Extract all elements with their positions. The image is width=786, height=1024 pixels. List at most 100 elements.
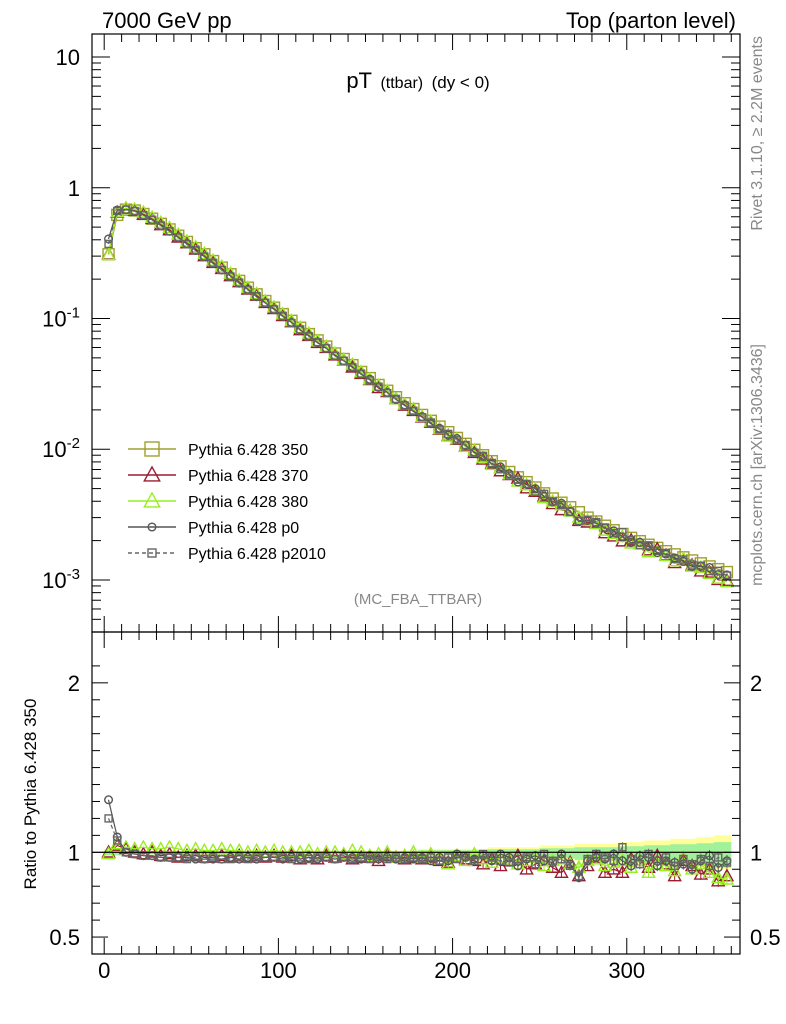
main-point-4-47 xyxy=(513,475,523,484)
main-y-tick-label: 10 xyxy=(56,45,80,70)
ratio-point-4-33 xyxy=(391,853,401,862)
ratio-point-4-42 xyxy=(470,856,479,865)
ratio-point-4-65 xyxy=(670,861,679,871)
main-point-4-45 xyxy=(496,465,505,474)
main-point-4-2 xyxy=(121,205,131,214)
ratio-point-4-13 xyxy=(217,854,226,864)
ratio-point-4-46 xyxy=(504,858,514,867)
title-sub: (ttbar) xyxy=(380,75,423,92)
main-series-line-4 xyxy=(107,209,728,577)
main-point-4-55 xyxy=(583,515,592,525)
main-y-tick-label: 10-3 xyxy=(42,566,80,593)
main-point-4-23 xyxy=(304,332,314,341)
ratio-point-2-65 xyxy=(667,863,682,877)
ratio-point-2-60 xyxy=(623,859,639,873)
ratio-y-tick-label-right: 1 xyxy=(750,840,762,865)
ratio-point-4-7 xyxy=(165,853,174,862)
ratio-point-3-0 xyxy=(104,795,114,805)
legend-label-0: Pythia 6.428 350 xyxy=(188,442,308,459)
main-point-4-4 xyxy=(139,210,148,220)
ratio-point-4-51 xyxy=(548,856,557,865)
main-point-4-43 xyxy=(478,451,488,460)
ratio-point-4-44 xyxy=(487,853,496,862)
ratio-point-4-20 xyxy=(278,853,287,862)
ratio-point-4-3 xyxy=(130,849,139,859)
mcplots-side-label: mcplots.cern.ch [arXiv:1306.3436] xyxy=(749,344,766,586)
main-point-4-64 xyxy=(661,548,671,558)
title-main: pT xyxy=(346,68,372,93)
main-y-tick-label-base: 10 xyxy=(42,306,66,331)
title-cond: (dy < 0) xyxy=(432,73,490,92)
main-point-4-21 xyxy=(287,318,296,328)
ratio-point-4-35 xyxy=(409,853,418,862)
main-point-4-18 xyxy=(261,298,270,307)
main-point-4-56 xyxy=(592,517,601,527)
main-point-4-62 xyxy=(644,541,653,550)
main-point-4-24 xyxy=(313,337,322,347)
ratio-point-4-11 xyxy=(200,854,209,864)
ratio-point-4-15 xyxy=(234,853,244,862)
ratio-point-4-70 xyxy=(714,853,723,862)
ratio-point-4-32 xyxy=(383,854,392,864)
main-point-4-34 xyxy=(400,401,409,410)
main-point-4-10 xyxy=(191,245,200,255)
ratio-point-4-47 xyxy=(513,854,523,864)
main-point-4-58 xyxy=(609,528,618,538)
x-tick-label: 200 xyxy=(434,958,471,983)
main-point-4-27 xyxy=(339,356,348,365)
main-point-4-1 xyxy=(113,206,122,216)
main-point-4-16 xyxy=(243,285,253,295)
main-point-4-39 xyxy=(444,429,453,439)
ratio-point-4-63 xyxy=(653,856,662,865)
ratio-point-4-22 xyxy=(295,853,305,862)
main-point-4-61 xyxy=(635,541,645,550)
ratio-point-4-12 xyxy=(208,853,218,862)
main-point-3-59 xyxy=(617,532,627,542)
ratio-panel-frame xyxy=(91,631,741,955)
legend-marker-1 xyxy=(143,465,161,482)
main-point-4-33 xyxy=(391,394,401,404)
main-point-4-14 xyxy=(226,272,235,281)
ratio-point-4-26 xyxy=(330,854,340,864)
main-point-4-63 xyxy=(653,546,662,555)
main-plot-title: pT (ttbar) (dy < 0) xyxy=(346,68,489,93)
main-point-4-5 xyxy=(147,215,157,225)
main-point-4-17 xyxy=(252,291,261,301)
main-y-tick-label-exp: -3 xyxy=(67,566,80,583)
main-point-2-0 xyxy=(101,247,116,261)
main-y-tick-label: 10-2 xyxy=(42,435,80,462)
ratio-point-4-31 xyxy=(374,853,383,862)
ratio-point-4-71 xyxy=(722,858,732,867)
main-point-4-26 xyxy=(330,351,340,361)
ratio-point-2-71 xyxy=(719,871,735,885)
ratio-point-4-21 xyxy=(287,854,296,864)
ratio-point-3-70 xyxy=(713,863,723,873)
ratio-point-4-50 xyxy=(539,849,549,859)
legend-marker-3 xyxy=(147,522,157,532)
main-point-4-0 xyxy=(104,239,113,249)
main-point-4-46 xyxy=(504,471,514,480)
main-point-2-13 xyxy=(214,258,230,272)
ratio-point-4-27 xyxy=(339,853,348,862)
ratio-point-4-23 xyxy=(304,854,314,864)
main-point-4-12 xyxy=(208,258,218,267)
x-tick-label: 0 xyxy=(98,958,110,983)
ratio-point-4-0 xyxy=(104,814,113,823)
ratio-point-4-66 xyxy=(679,854,688,864)
ratio-point-4-64 xyxy=(661,853,671,862)
ratio-point-1-0 xyxy=(101,844,116,858)
main-point-4-11 xyxy=(200,252,209,261)
main-point-4-70 xyxy=(714,566,723,576)
main-point-4-40 xyxy=(452,436,462,445)
legend-marker-2 xyxy=(143,491,161,508)
main-point-4-9 xyxy=(182,240,192,249)
main-point-4-22 xyxy=(295,325,305,334)
legend: Pythia 6.428 350 Pythia 6.428 370 Pythia 6… xyxy=(128,441,326,563)
legend-marker-0 xyxy=(144,441,160,457)
main-point-4-41 xyxy=(461,440,470,450)
main-point-4-50 xyxy=(539,489,549,499)
ratio-point-4-10 xyxy=(191,853,200,862)
ratio-point-4-34 xyxy=(400,854,409,864)
